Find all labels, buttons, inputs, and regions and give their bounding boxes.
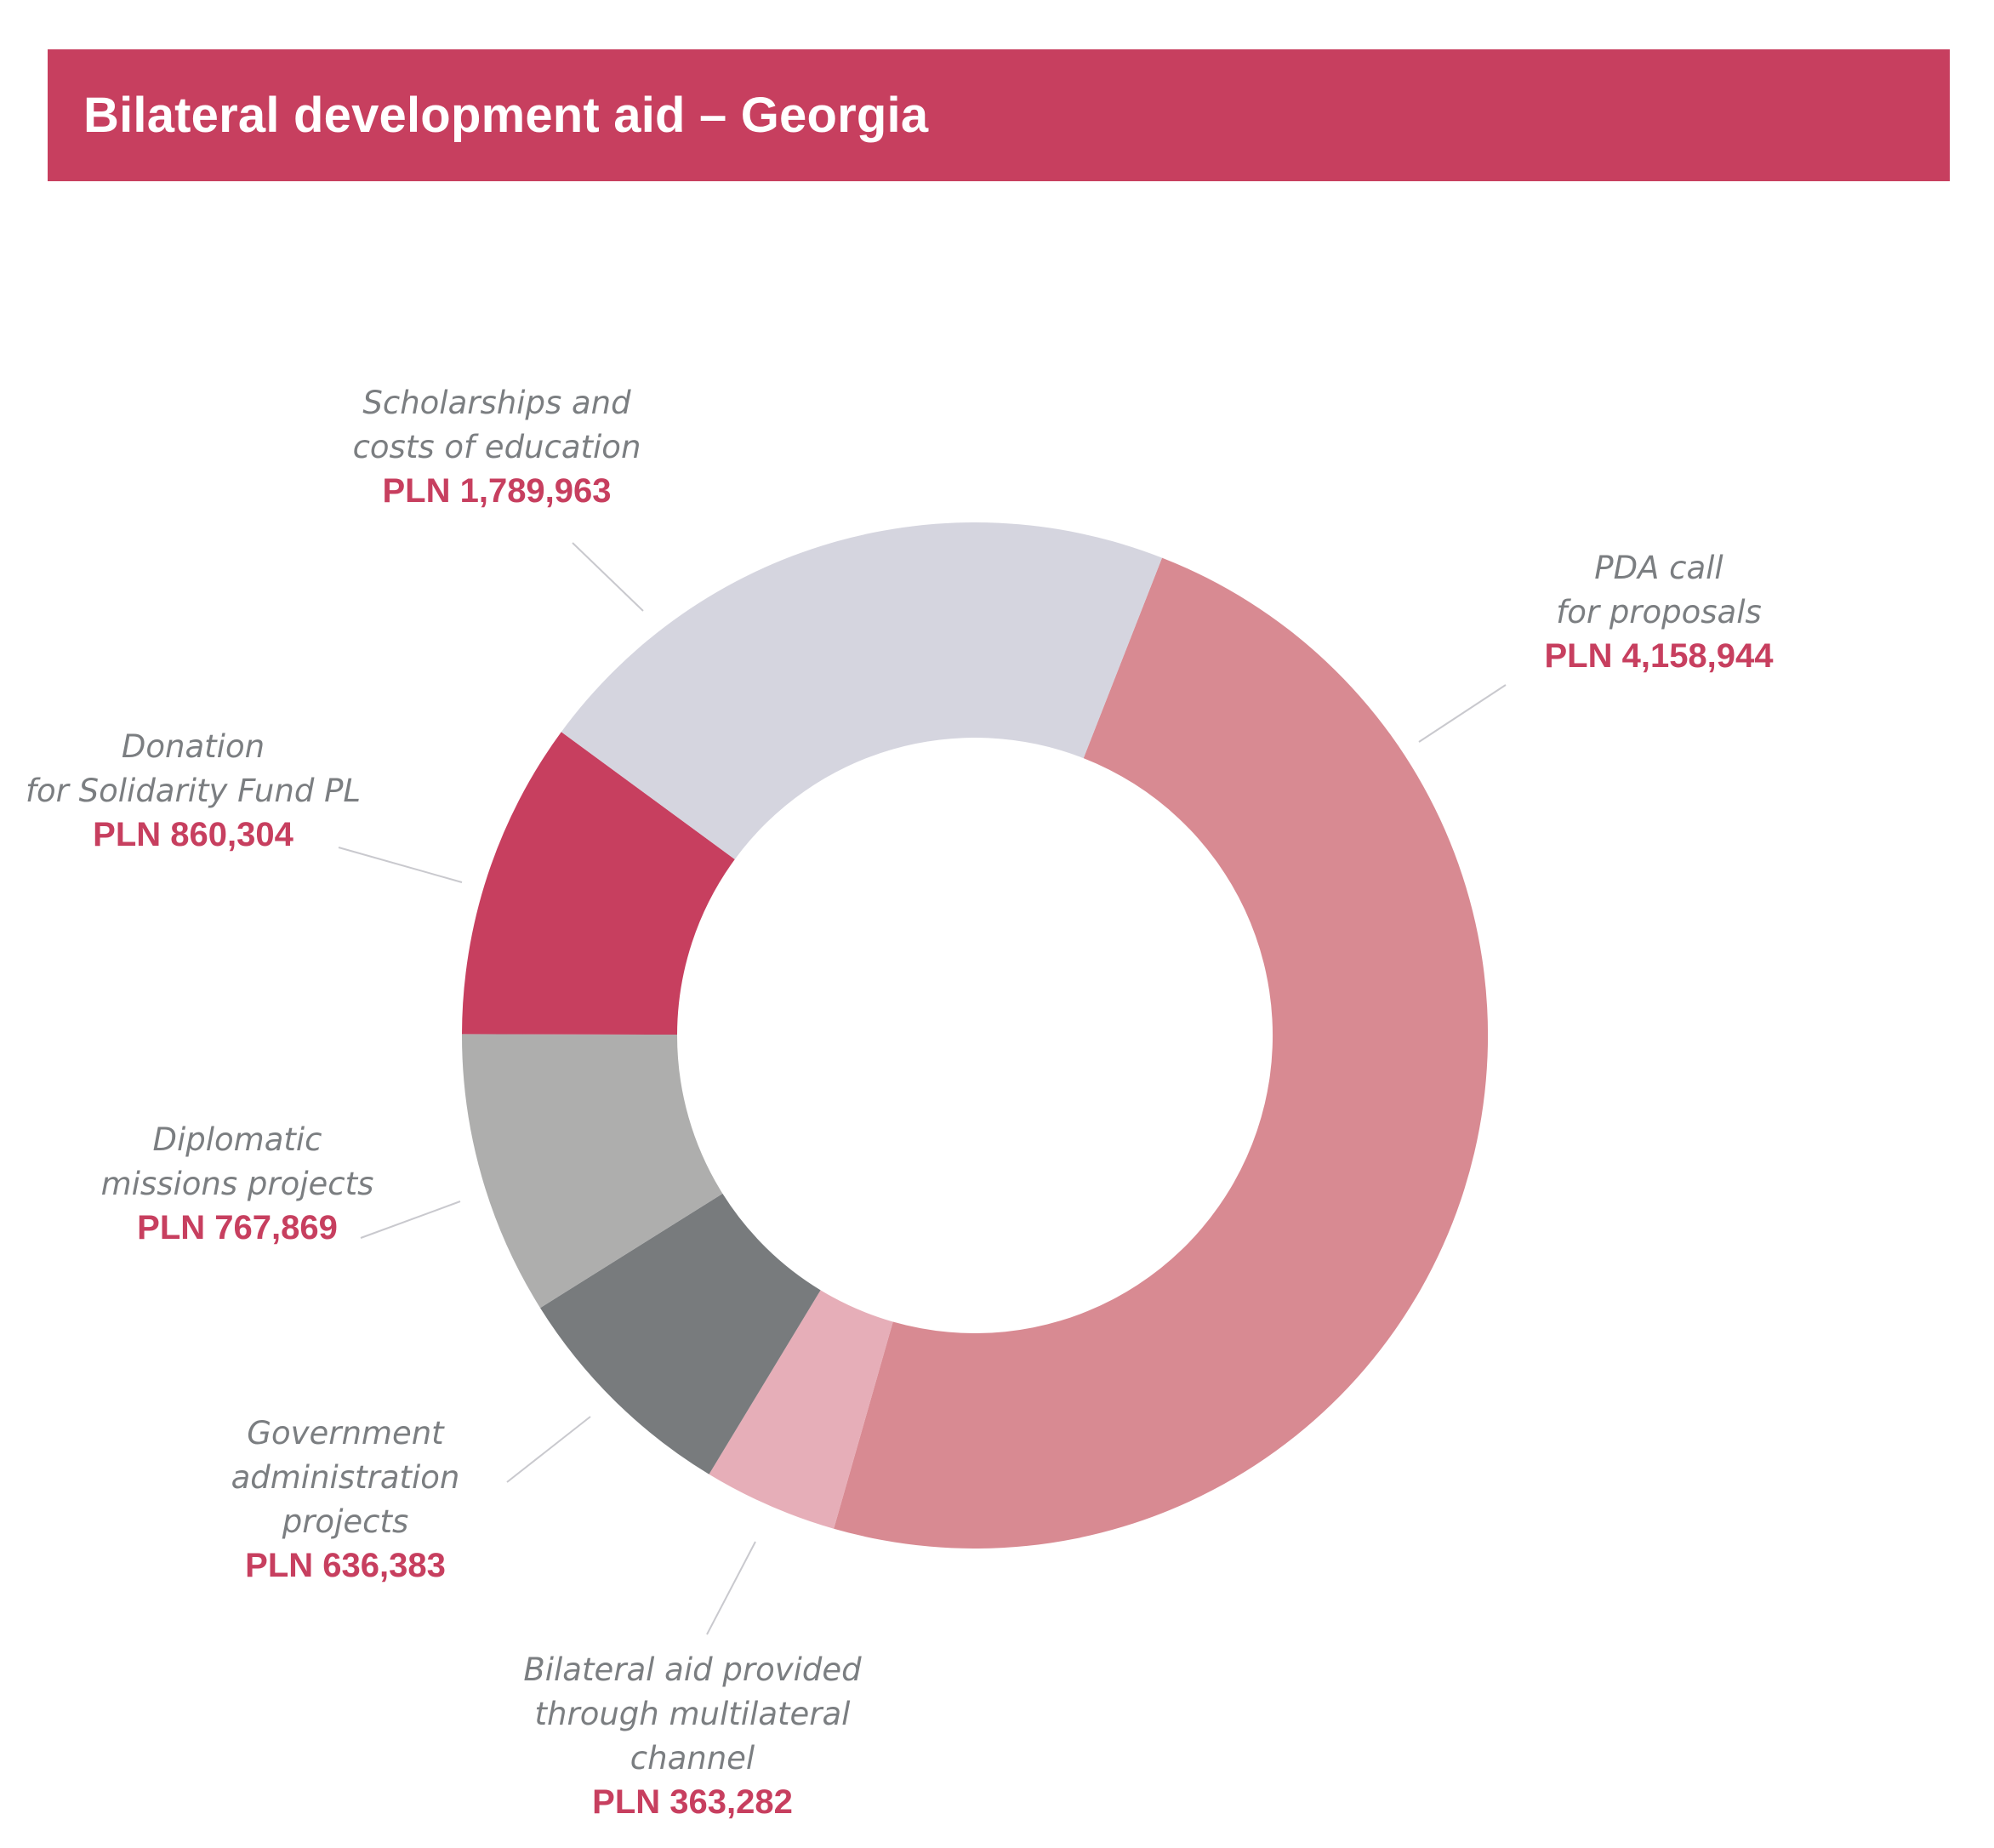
header-bar: Bilateral development aid – Georgia	[48, 49, 1950, 181]
donut-slices	[461, 522, 1489, 1549]
slice-labels: PDA call for proposals PLN 4,158,944 Bilate…	[26, 385, 1774, 1821]
slice-name-line: Bilateral aid provided	[523, 1651, 862, 1688]
slice-scholarships	[561, 522, 1163, 859]
leader-line-pda	[1418, 684, 1507, 743]
slice-diplomatic	[461, 1034, 723, 1309]
slice-multilateral	[709, 1290, 893, 1529]
slice-name-line: channel	[630, 1740, 755, 1777]
slice-name-line: PDA call	[1594, 550, 1723, 586]
slice-label-diplomatic: Diplomatic missions projects PLN 767,869	[101, 1121, 374, 1246]
slice-name-line: Donation	[122, 728, 265, 765]
slice-name-line: costs of education	[353, 429, 641, 465]
slice-solidarity	[462, 732, 735, 1035]
slice-name-line: through multilateral	[535, 1696, 852, 1732]
slice-name-line: for proposals	[1556, 594, 1762, 630]
slice-name-line: for Solidarity Fund PL	[26, 773, 361, 809]
leader-line-solidarity	[338, 847, 463, 883]
leader-line-multilateral	[706, 1541, 756, 1635]
leader-lines	[338, 542, 1507, 1635]
leader-line-government	[506, 1416, 591, 1483]
slice-pda	[834, 557, 1489, 1549]
slice-value: PLN 363,282	[592, 1783, 793, 1821]
slice-label-solidarity: Donation for Solidarity Fund PL PLN 860,30…	[26, 728, 361, 853]
slice-government	[540, 1193, 821, 1474]
slice-label-pda: PDA call for proposals PLN 4,158,944	[1544, 550, 1774, 675]
slice-name-line: missions projects	[101, 1166, 374, 1202]
slice-value: PLN 860,304	[93, 816, 293, 853]
slice-label-government: Government administration projects PLN 636,…	[231, 1415, 460, 1584]
slice-value: PLN 4,158,944	[1544, 637, 1774, 675]
slice-name-line: administration	[231, 1459, 460, 1496]
leader-line-diplomatic	[360, 1201, 461, 1239]
slice-name-line: Diplomatic	[152, 1121, 322, 1158]
page-title: Bilateral development aid – Georgia	[83, 88, 929, 143]
slice-name-line: Government	[247, 1415, 445, 1452]
leader-line-scholarships	[572, 542, 644, 612]
slice-value: PLN 1,789,963	[382, 472, 611, 510]
slice-label-multilateral: Bilateral aid provided through multilater…	[523, 1651, 862, 1821]
slice-label-scholarships: Scholarships and costs of education PLN 1,…	[353, 385, 641, 510]
slice-name-line: Scholarships and	[362, 385, 631, 421]
slice-value: PLN 636,383	[245, 1547, 446, 1584]
slice-value: PLN 767,869	[137, 1209, 338, 1246]
slice-name-line: projects	[282, 1503, 409, 1540]
